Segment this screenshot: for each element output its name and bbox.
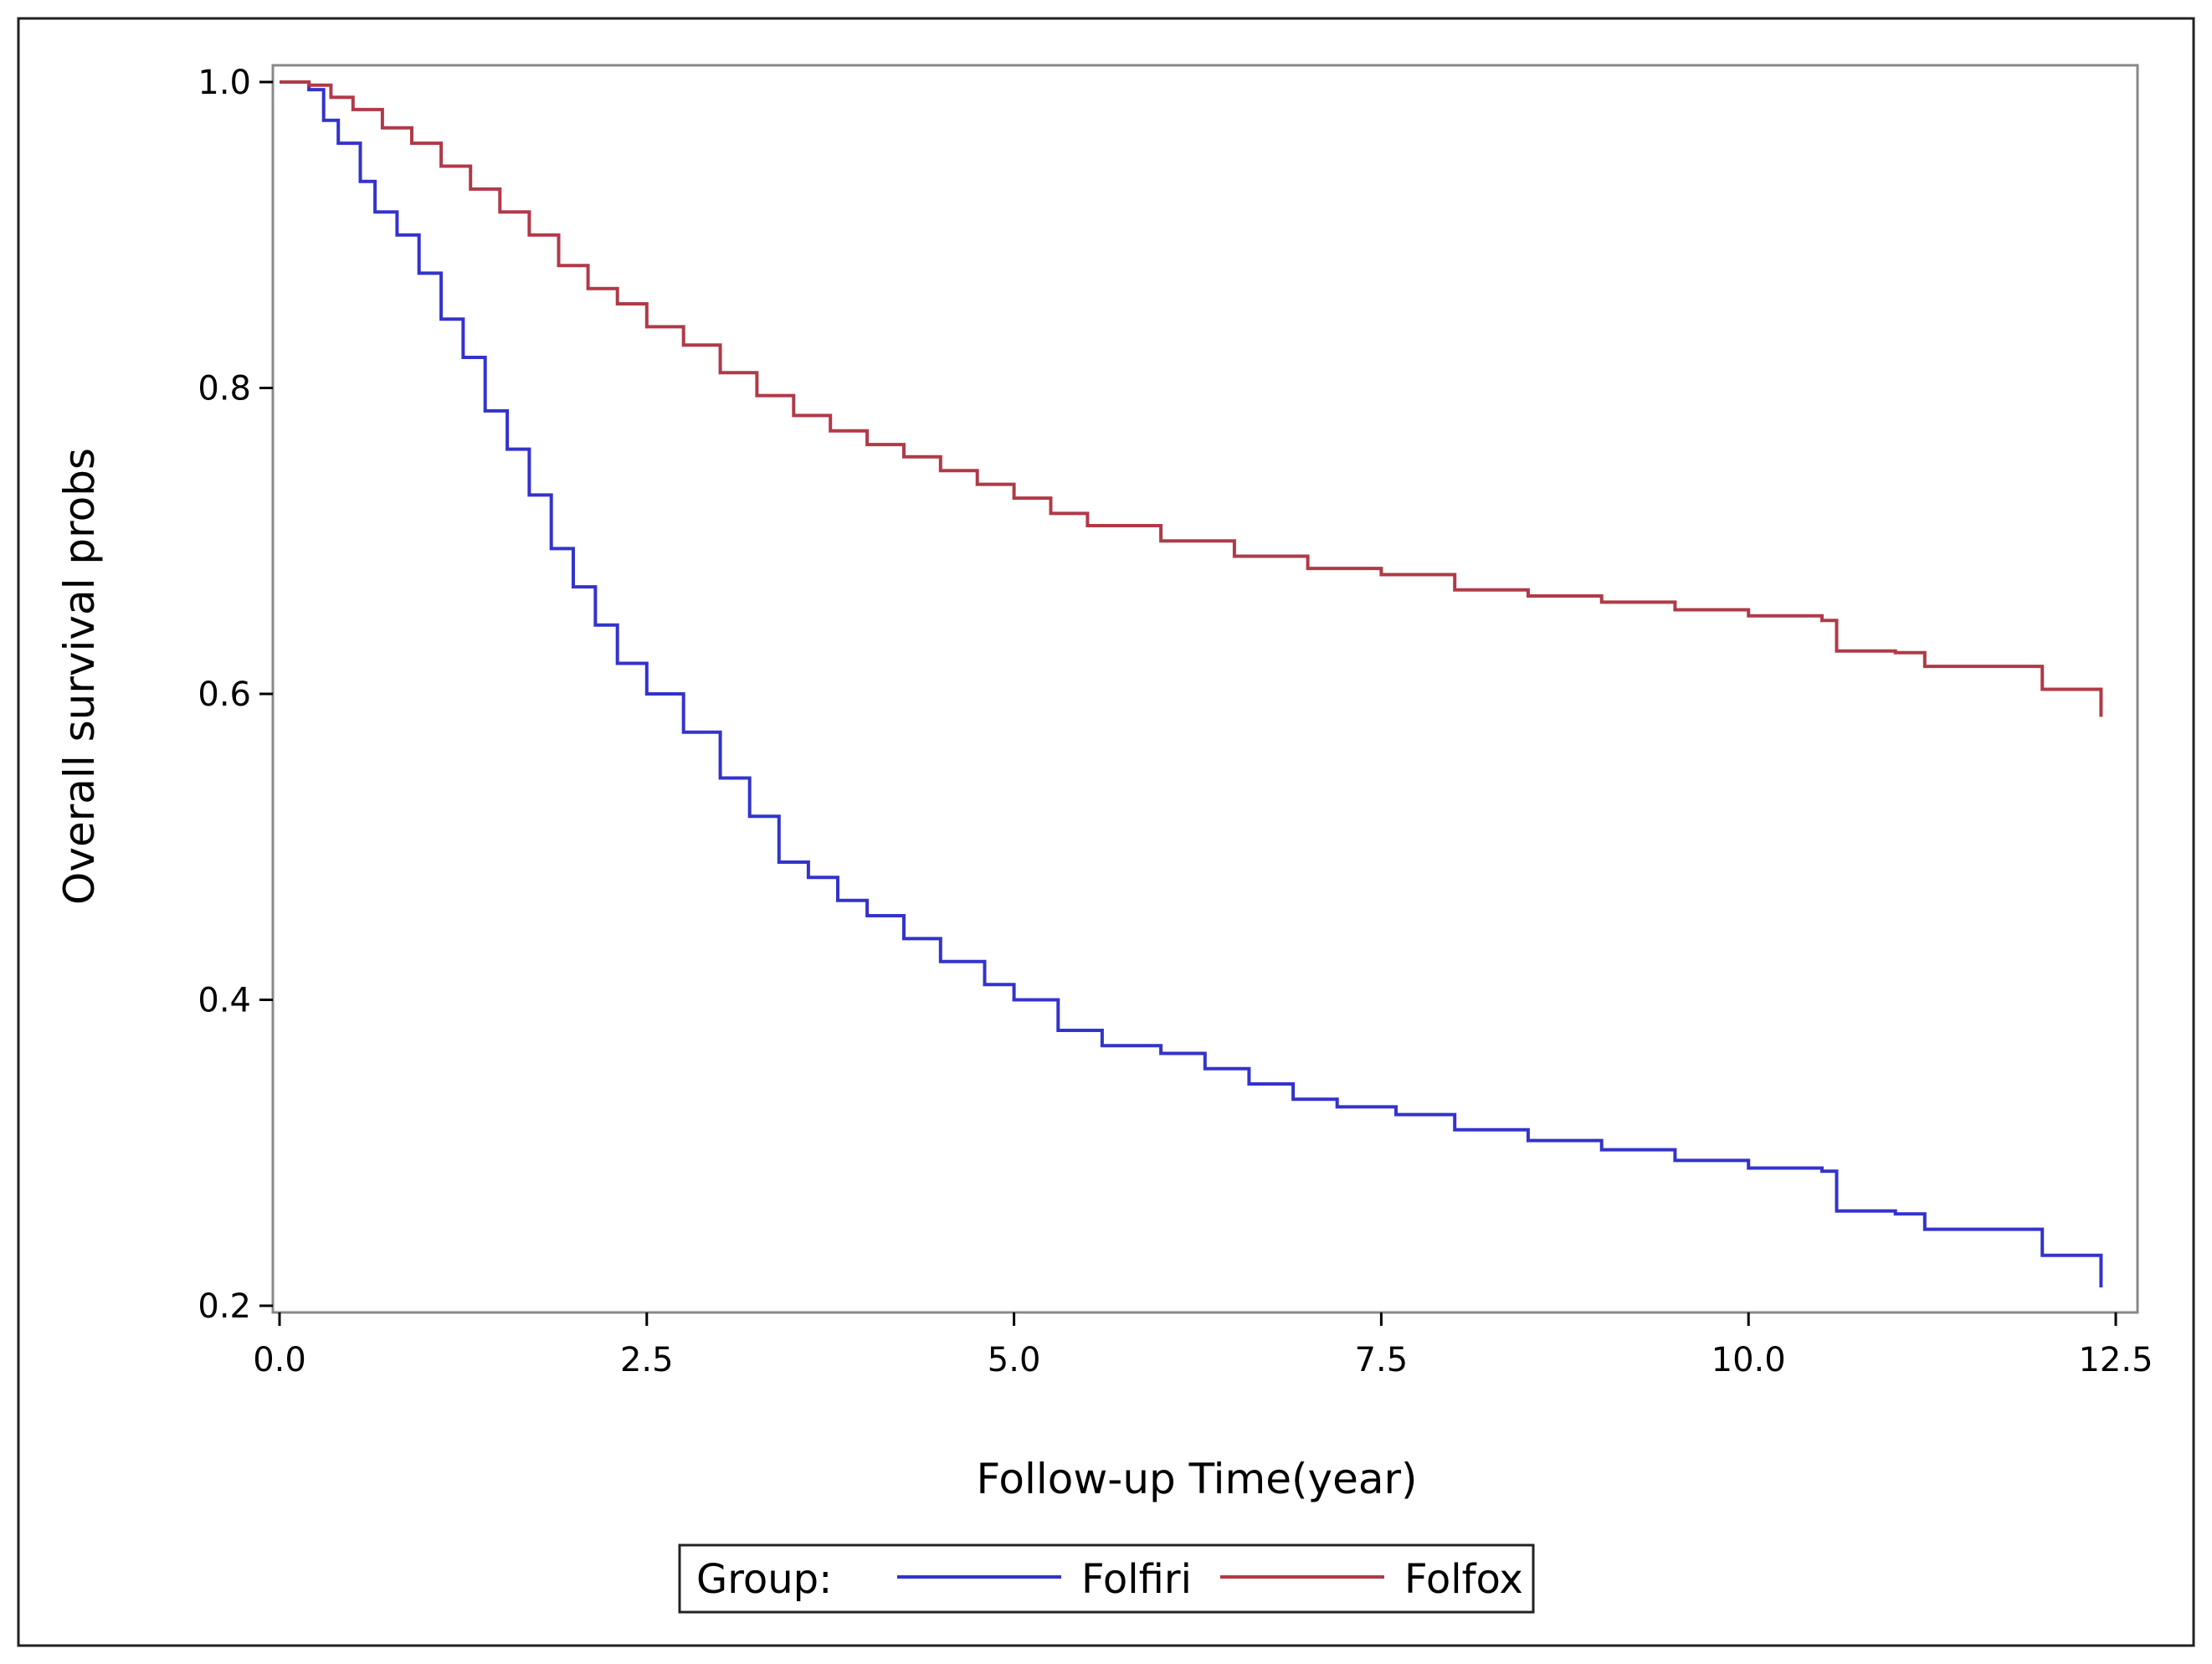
x-tick-label: 10.0 [1712, 1341, 1786, 1379]
y-axis: 0.2 0.4 0.6 0.8 1.0 [198, 64, 273, 1326]
x-tick-label: 12.5 [2078, 1341, 2153, 1379]
y-tick-label: 0.6 [198, 675, 251, 714]
series-line-folfiri [280, 80, 2103, 1288]
x-tick-label: 7.5 [1355, 1341, 1409, 1379]
x-axis-label: Follow-up Time(year) [976, 1455, 1417, 1503]
legend-label-folfox: Folfox [1404, 1556, 1523, 1603]
outer-border [17, 17, 2195, 1647]
y-axis-label: Overall survival probs [55, 448, 104, 905]
series-layer [280, 80, 2103, 1288]
y-tick-label: 0.2 [198, 1287, 251, 1326]
legend-title: Group: [696, 1556, 832, 1603]
y-tick-label: 1.0 [198, 64, 251, 102]
x-tick-label: 2.5 [620, 1341, 674, 1379]
y-tick-label: 0.8 [198, 370, 251, 408]
x-tick-label: 5.0 [988, 1341, 1041, 1379]
legend-box [678, 1543, 1535, 1614]
legend-label-folfiri: Folfiri [1081, 1556, 1192, 1603]
series-line-folfox [280, 80, 2103, 717]
plot-frame [271, 64, 2139, 1314]
y-tick-label: 0.4 [198, 982, 251, 1020]
x-axis: 0.0 2.5 5.0 7.5 10.0 12.5 [253, 1312, 2153, 1379]
legend: Group: Folfiri Folfox [678, 1543, 1535, 1614]
x-tick-label: 0.0 [253, 1341, 306, 1379]
